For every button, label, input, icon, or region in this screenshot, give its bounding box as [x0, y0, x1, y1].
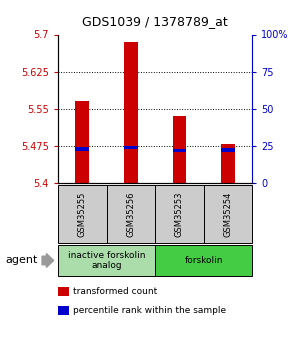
Text: inactive forskolin
analog: inactive forskolin analog	[68, 251, 145, 270]
Bar	[75, 101, 89, 183]
Bar	[124, 42, 138, 183]
Bar	[173, 116, 186, 183]
Bar	[221, 144, 235, 183]
Text: transformed count: transformed count	[73, 287, 157, 296]
Bar	[124, 146, 138, 149]
Text: GSM35254: GSM35254	[224, 191, 233, 237]
Text: GDS1039 / 1378789_at: GDS1039 / 1378789_at	[82, 14, 228, 28]
Bar	[75, 148, 89, 151]
Text: agent: agent	[6, 256, 38, 265]
Bar	[173, 149, 186, 152]
Text: GSM35253: GSM35253	[175, 191, 184, 237]
Text: GSM35255: GSM35255	[78, 191, 87, 237]
Text: forskolin: forskolin	[184, 256, 223, 265]
Bar	[221, 148, 235, 152]
Text: percentile rank within the sample: percentile rank within the sample	[73, 306, 226, 315]
Text: GSM35256: GSM35256	[126, 191, 135, 237]
